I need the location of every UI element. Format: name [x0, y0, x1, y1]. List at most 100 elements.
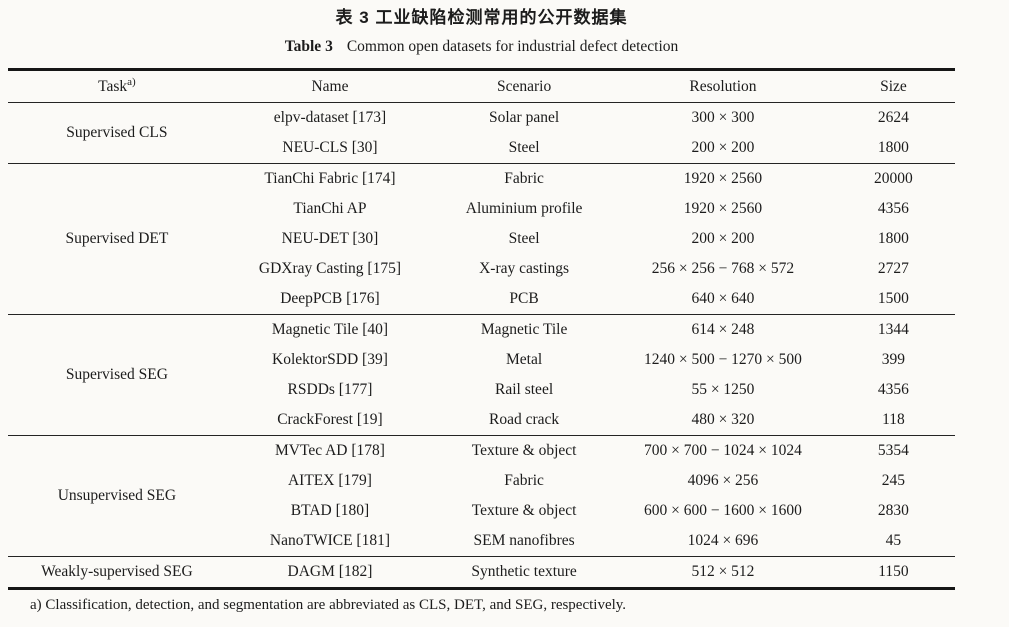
cell-size: 2624 — [877, 109, 909, 126]
cell-resolution: 1920 × 2560 — [683, 200, 763, 217]
cell-name: DeepPCB [176] — [280, 290, 380, 307]
cell-resolution: 55 × 1250 — [691, 381, 755, 398]
table-row: Supervised SEG Magnetic Tile [40] Magnet… — [8, 314, 955, 436]
header-row: Taska) Name Scenario Resolution Size — [8, 69, 955, 103]
cell-name: TianChi Fabric [174] — [225, 163, 435, 194]
col-header-task: Taska) — [8, 69, 226, 103]
cell-size: 399 — [881, 351, 906, 368]
cell-name: NanoTWICE [181] — [269, 532, 390, 549]
cell-scenario: Synthetic texture — [434, 556, 615, 589]
cell-scenario: Steel — [508, 139, 540, 156]
cell-name: DAGM [182] — [225, 556, 435, 589]
table-row: NEU-CLS [30] Steel 200 × 200 1800 — [8, 133, 955, 164]
table-footnote: a) Classification, detection, and segmen… — [30, 597, 627, 613]
cell-resolution: 200 × 200 — [691, 230, 755, 247]
cell-resolution: 1920 × 2560 — [614, 163, 832, 194]
cell-scenario: Texture & object — [471, 502, 577, 519]
cell-size: 4356 — [877, 381, 909, 398]
cell-name: Magnetic Tile [40] — [225, 314, 435, 345]
table-row: NEU-DET [30] Steel 200 × 200 1800 — [8, 224, 955, 254]
cell-scenario: Metal — [506, 351, 543, 368]
task-cell: Weakly-supervised SEG — [8, 556, 226, 589]
table-row: Unsupervised SEG MVTec AD [178] Texture … — [8, 435, 955, 557]
cell-scenario: Texture & object — [434, 435, 615, 466]
cell-size: 4356 — [877, 200, 909, 217]
task-cell: Supervised SEG — [8, 314, 226, 436]
table-row: KolektorSDD [39] Metal 1240 × 500 − 1270… — [8, 345, 955, 375]
cell-name: NEU-CLS [30] — [282, 139, 378, 156]
cell-scenario: Road crack — [489, 411, 560, 428]
task-cell: Supervised CLS — [66, 124, 168, 141]
cell-resolution: 480 × 320 — [691, 411, 755, 428]
cell-scenario: SEM nanofibres — [473, 532, 575, 549]
task-cell: Unsupervised SEG — [8, 435, 226, 557]
cell-scenario: Fabric — [434, 163, 615, 194]
cell-name: BTAD [180] — [290, 502, 370, 519]
cell-resolution: 200 × 200 — [691, 139, 755, 156]
cell-scenario: Magnetic Tile — [434, 314, 615, 345]
table-row: RSDDs [177] Rail steel 55 × 1250 4356 — [8, 375, 955, 405]
cell-resolution: 300 × 300 — [691, 109, 755, 126]
table-row: Supervised CLS elpv-dataset [173] Solar … — [8, 103, 955, 141]
table-caption-label: Table 3 — [284, 38, 333, 55]
cell-resolution: 614 × 248 — [614, 314, 832, 345]
cell-name: TianChi AP — [293, 200, 367, 217]
cell-size: 1800 — [877, 139, 909, 156]
table-title-chinese: 表 3 工业缺陷检测常用的公开数据集 — [335, 8, 628, 27]
cell-resolution: 512 × 512 — [614, 556, 832, 589]
cell-scenario: Aluminium profile — [465, 200, 583, 217]
col-header-size: Size — [831, 69, 955, 103]
cell-name: AITEX [179] — [287, 472, 372, 489]
cell-resolution: 640 × 640 — [691, 290, 755, 307]
col-header-name: Name — [225, 69, 435, 103]
cell-scenario: X-ray castings — [479, 260, 570, 277]
cell-name: GDXray Casting [175] — [258, 260, 401, 277]
cell-name: KolektorSDD [39] — [272, 351, 388, 368]
cell-name: NEU-DET [30] — [281, 230, 379, 247]
datasets-table: Taska) Name Scenario Resolution Size Sup… — [8, 68, 955, 590]
task-cell: Supervised DET — [8, 163, 226, 315]
col-header-resolution: Resolution — [614, 69, 832, 103]
cell-size: 1500 — [877, 290, 909, 307]
table-caption-text: Common open datasets for industrial defe… — [346, 38, 679, 55]
cell-resolution: 700 × 700 − 1024 × 1024 — [614, 435, 832, 466]
cell-scenario: Rail steel — [495, 381, 554, 398]
cell-size: 1800 — [877, 230, 909, 247]
table-row: NanoTWICE [181] SEM nanofibres 1024 × 69… — [8, 526, 955, 557]
table-row: AITEX [179] Fabric 4096 × 256 245 — [8, 466, 955, 496]
cell-resolution: 256 × 256 − 768 × 572 — [651, 260, 795, 277]
cell-resolution: 4096 × 256 — [687, 472, 759, 489]
table-row: BTAD [180] Texture & object 600 × 600 − … — [8, 496, 955, 526]
cell-resolution: 1240 × 500 − 1270 × 500 — [643, 351, 802, 368]
task-footnote-marker: a) — [127, 75, 136, 88]
cell-name: RSDDs [177] — [287, 381, 373, 398]
table-row: Supervised DET TianChi Fabric [174] Fabr… — [8, 163, 955, 315]
table-row: GDXray Casting [175] X-ray castings 256 … — [8, 254, 955, 284]
cell-scenario: Steel — [508, 230, 540, 247]
cell-size: 2830 — [877, 502, 909, 519]
col-header-scenario: Scenario — [434, 69, 615, 103]
table-row: CrackForest [19] Road crack 480 × 320 11… — [8, 405, 955, 436]
table-row: Weakly-supervised SEG DAGM [182] Synthet… — [8, 556, 955, 589]
cell-size: 5354 — [831, 435, 955, 466]
paper-sheet: 表 3 工业缺陷检测常用的公开数据集 Table 3 Common open da… — [8, 0, 955, 615]
table-caption-english: Table 3 Common open datasets for industri… — [8, 37, 955, 57]
cell-scenario: PCB — [509, 290, 539, 307]
cell-scenario: Solar panel — [489, 109, 560, 126]
cell-size: 45 — [885, 532, 902, 549]
cell-name: CrackForest [19] — [277, 411, 383, 428]
cell-size: 245 — [881, 472, 906, 489]
cell-size: 118 — [882, 411, 905, 428]
cell-resolution: 1024 × 696 — [687, 532, 759, 549]
cell-resolution: 600 × 600 − 1600 × 1600 — [643, 502, 802, 519]
cell-scenario: Fabric — [504, 472, 544, 489]
cell-size: 20000 — [831, 163, 955, 194]
col-header-task-label: Task — [98, 77, 128, 95]
table-row: DeepPCB [176] PCB 640 × 640 1500 — [8, 284, 955, 315]
cell-size: 1344 — [831, 314, 955, 345]
table-row: TianChi AP Aluminium profile 1920 × 2560… — [8, 194, 955, 224]
cell-size: 2727 — [877, 260, 909, 277]
cell-name: elpv-dataset [173] — [273, 109, 387, 126]
cell-name: MVTec AD [178] — [225, 435, 435, 466]
cell-size: 1150 — [831, 556, 955, 589]
